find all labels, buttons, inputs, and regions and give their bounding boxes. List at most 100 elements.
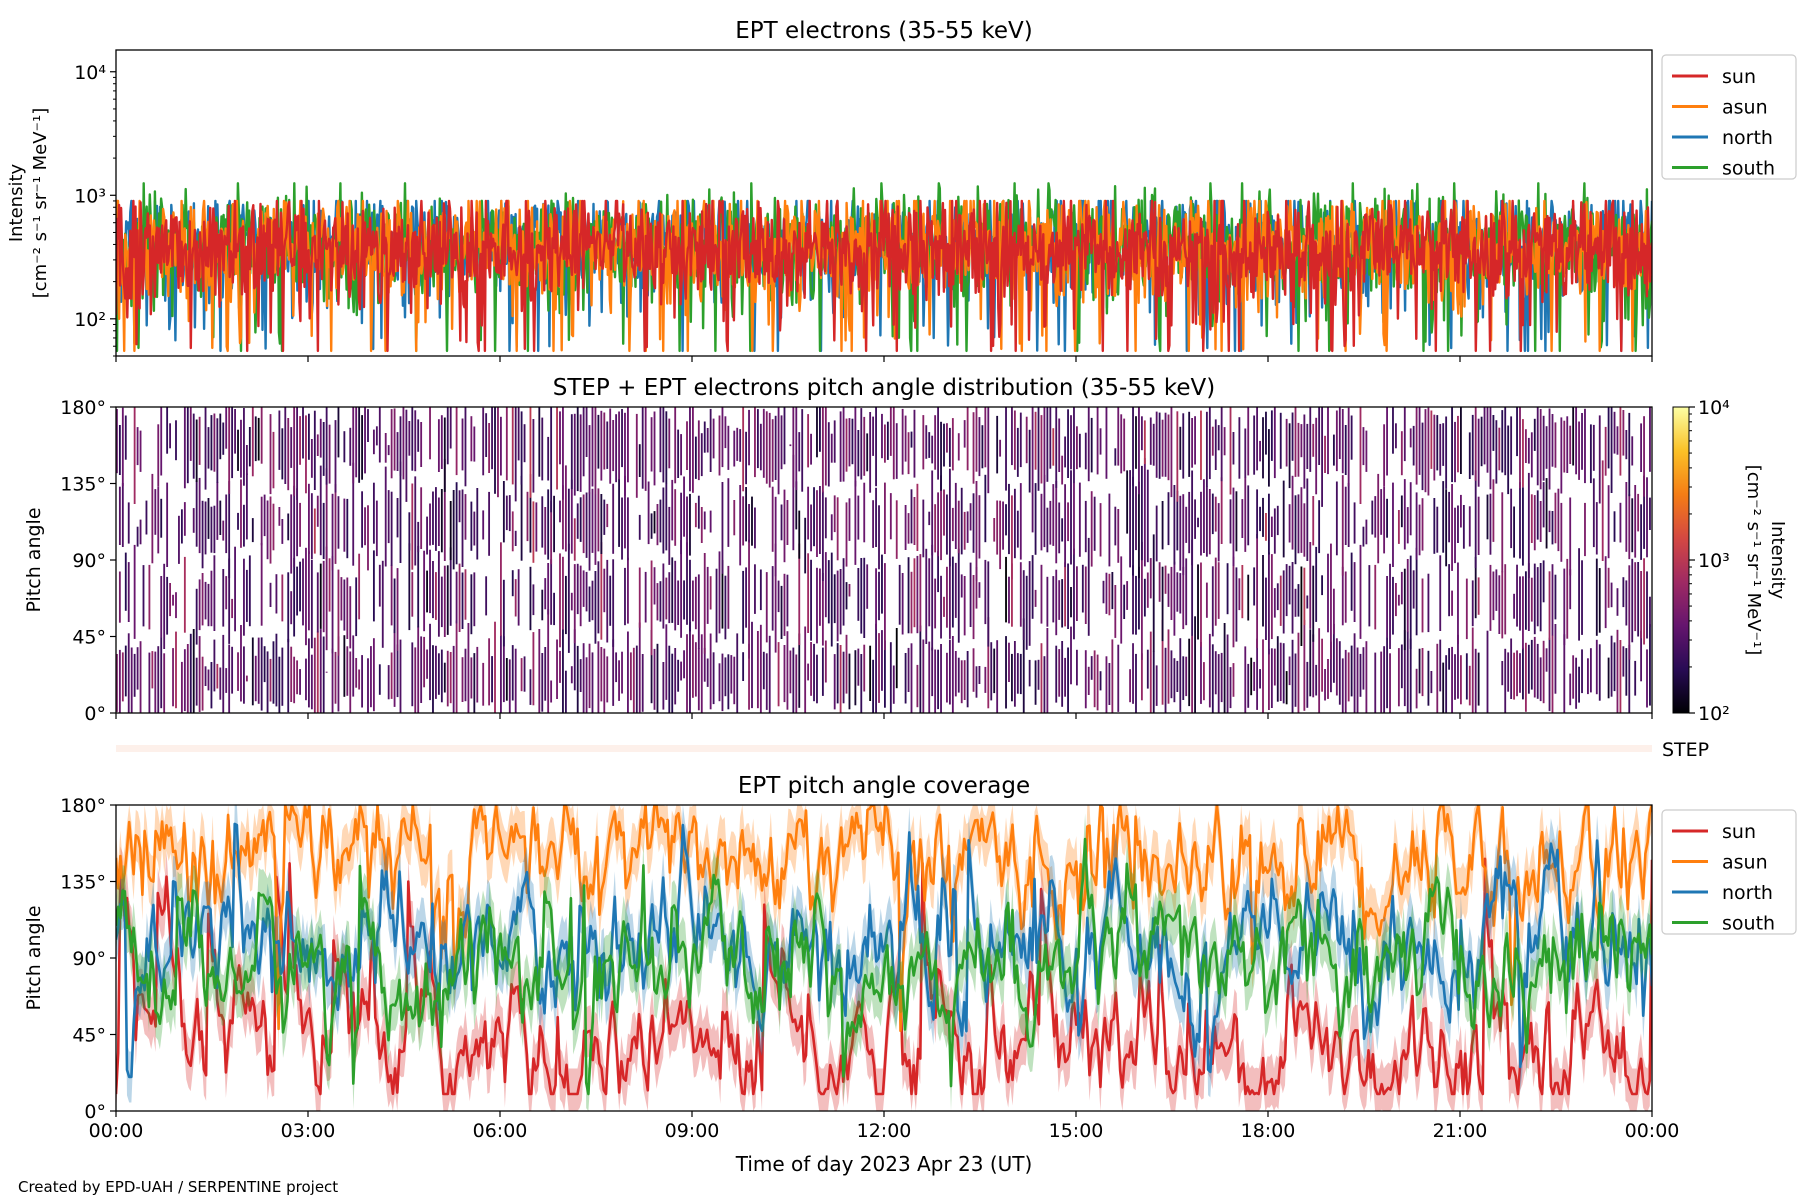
pad-cell (1628, 565, 1631, 660)
pad-cell (313, 508, 316, 554)
pad-cell (192, 413, 195, 479)
pad-cell (1386, 498, 1388, 538)
pad-cell (455, 482, 458, 565)
pad-cell (299, 669, 301, 695)
pad-cell (1270, 554, 1273, 640)
pad-cell (1084, 566, 1087, 624)
pad-cell (907, 557, 910, 634)
pad-cell (1013, 641, 1016, 707)
pad-cell (762, 408, 765, 478)
pad-cell (550, 407, 553, 513)
pad-cell (1309, 629, 1312, 697)
pad-cell (1519, 407, 1521, 489)
pad-cell (851, 418, 854, 465)
pad-cell (302, 407, 304, 459)
pad-cell (449, 547, 452, 626)
pad-cell (591, 488, 594, 553)
pad-cell (269, 582, 272, 607)
pad-cell (473, 653, 476, 713)
pad-cell (582, 407, 585, 477)
pad-cell (175, 631, 177, 709)
pad-cell (632, 647, 635, 713)
pad-cell (502, 579, 505, 647)
pad-cell (470, 416, 473, 462)
pad-cell (1306, 661, 1309, 708)
pad-cell (1013, 410, 1016, 470)
pad-cell (325, 468, 328, 560)
pad-cell (245, 675, 248, 682)
pad-cell (420, 487, 423, 549)
pad-cell (1315, 417, 1318, 495)
pad-cell (866, 433, 869, 472)
y-tick-label: 45° (72, 1025, 106, 1047)
pad-cell (937, 492, 939, 557)
pad-cell (1581, 649, 1583, 694)
pad-cell (612, 420, 615, 472)
pad-cell (884, 424, 886, 463)
coverage-ylabel: Pitch angle (23, 905, 45, 1010)
pad-cell (1501, 410, 1504, 473)
pad-cell (653, 511, 656, 534)
pad-cell (638, 622, 641, 713)
pad-cell (553, 495, 555, 553)
pad-cell (1011, 563, 1013, 627)
pad-cell (1359, 407, 1362, 504)
pad-cell (269, 414, 272, 495)
pad-cell (325, 671, 328, 673)
pad-cell (355, 658, 358, 688)
pad-cell (641, 407, 644, 489)
pad-cell (257, 637, 260, 704)
pad-cell (836, 497, 839, 561)
pad-cell (222, 422, 225, 455)
coverage-band-north (116, 805, 1652, 1103)
pad-cell (1448, 564, 1451, 617)
pad-cell (1078, 482, 1081, 557)
pad-cell (833, 574, 836, 624)
pad-cell (1539, 409, 1542, 490)
pad-cell (1256, 638, 1259, 710)
pad-cell (346, 646, 349, 696)
pad-cell (836, 643, 839, 704)
pad-cell (798, 432, 801, 472)
pad-cell (946, 423, 948, 453)
pad-cell (1454, 654, 1456, 700)
pad-cell (987, 617, 990, 709)
pad-cell (523, 424, 526, 463)
pad-cell (600, 542, 603, 640)
series-line-sun (116, 199, 1652, 353)
pad-cell (901, 573, 904, 635)
pad-cell (1516, 564, 1518, 627)
pad-cell (916, 483, 919, 551)
pad-cell (1344, 425, 1347, 475)
colorbar-label-line1: Intensity (1767, 521, 1788, 600)
pad-cell (904, 505, 907, 550)
pad-cell (1055, 407, 1058, 488)
pad-cell (1191, 418, 1194, 468)
pad-cell (1087, 666, 1090, 695)
x-tick-label: 12:00 (857, 1120, 912, 1142)
pad-cell (709, 633, 712, 710)
pad-cell (446, 407, 449, 465)
pad-cell (591, 652, 594, 713)
pad-cell (529, 407, 532, 498)
pad-cell (349, 651, 352, 713)
pad-cell (151, 651, 154, 689)
pad-cell (863, 416, 866, 476)
pad-cell (833, 495, 836, 533)
pad-cell (1338, 407, 1341, 459)
pad-cell (1194, 499, 1196, 539)
pad-cell (588, 586, 591, 622)
pad-cell (1619, 502, 1622, 543)
pad-cell (1536, 407, 1539, 486)
pad-cell (742, 407, 745, 492)
pad-cell (1530, 639, 1533, 690)
pad-cell (1197, 517, 1199, 528)
pad-cell (1400, 571, 1403, 605)
pad-cell (1412, 570, 1415, 609)
pad-cell (1607, 567, 1610, 608)
pad-cell (588, 643, 591, 709)
pad-cell (969, 562, 972, 627)
pad-cell (1279, 642, 1282, 701)
pad-cell (1214, 419, 1217, 470)
pad-cell (1474, 470, 1477, 569)
